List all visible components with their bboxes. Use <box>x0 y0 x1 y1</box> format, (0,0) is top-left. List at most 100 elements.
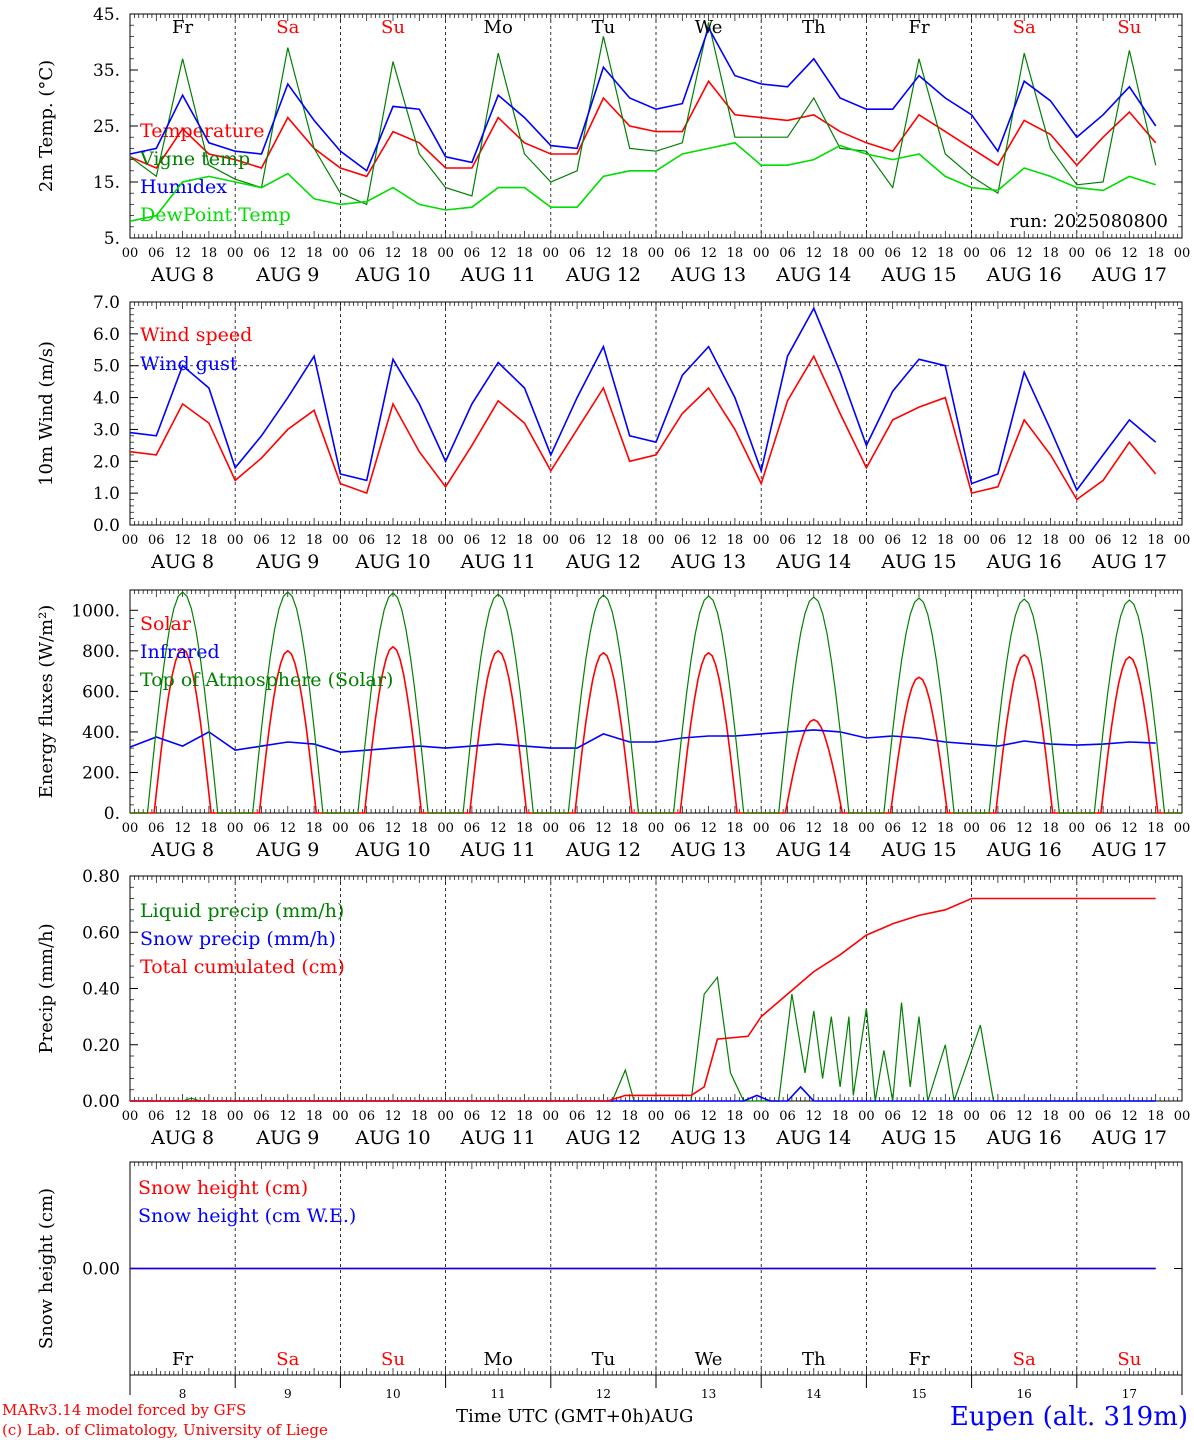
day-of-week-label: Tu <box>592 17 616 38</box>
hour-tick-label: 18 <box>727 821 744 836</box>
hour-tick-label: 18 <box>411 1109 428 1124</box>
y-axis-label: Snow height (cm) <box>36 1188 57 1349</box>
hour-tick-label: 18 <box>727 246 744 261</box>
day-of-week-label: Su <box>1117 17 1141 38</box>
hour-tick-label: 18 <box>201 821 218 836</box>
hour-tick-label: 12 <box>1016 533 1033 548</box>
hour-tick-label: 12 <box>806 821 823 836</box>
y-tick-label: 0.40 <box>82 980 120 1000</box>
date-label: AUG 9 <box>255 1127 319 1149</box>
date-label: AUG 11 <box>460 1127 536 1149</box>
hour-tick-label: 18 <box>621 1109 638 1124</box>
day-of-week-label: Su <box>1117 1349 1141 1370</box>
hour-tick-label: 18 <box>516 821 533 836</box>
day-of-week-label: Sa <box>276 17 299 38</box>
day-of-week-label: Su <box>381 17 405 38</box>
date-label: AUG 10 <box>354 839 430 861</box>
hour-tick-label: 12 <box>1121 533 1138 548</box>
date-label: AUG 16 <box>986 839 1062 861</box>
hour-tick-label: 12 <box>174 246 191 261</box>
hour-tick-label: 18 <box>832 821 849 836</box>
day-of-week-label: Mo <box>484 17 513 38</box>
hour-tick-label: 00 <box>1069 821 1086 836</box>
hour-tick-label: 00 <box>227 533 244 548</box>
hour-tick-label: 06 <box>1095 821 1112 836</box>
series-line-temperature <box>129 79 1157 178</box>
hour-tick-label: 18 <box>1147 533 1164 548</box>
hour-tick-label: 18 <box>1042 821 1059 836</box>
hour-tick-label: 12 <box>1016 821 1033 836</box>
hour-tick-label: 12 <box>700 1109 717 1124</box>
hour-tick-label: 06 <box>990 533 1007 548</box>
chart-panel-wind: 0.0 1.0 2.0 3.0 4.0 5.0 6.0 7.0 10m Wind (m/s) Wi… <box>36 293 1190 573</box>
hour-tick-label: 06 <box>464 821 481 836</box>
hour-tick-label: 00 <box>122 1109 139 1124</box>
time-axis-label: Time UTC (GMT+0h)AUG <box>456 1406 693 1427</box>
hour-tick-label: 06 <box>569 821 586 836</box>
y-tick-label: 0.60 <box>82 923 120 943</box>
y-tick-label: 0.00 <box>82 1260 120 1280</box>
hour-tick-label: 18 <box>832 533 849 548</box>
hour-tick-label: 12 <box>595 821 612 836</box>
date-label: AUG 17 <box>1091 551 1167 573</box>
legend-top-of-atmosphere-solar-: Top of Atmosphere (Solar) <box>140 669 393 691</box>
day-number-label: 17 <box>1122 1387 1137 1400</box>
hour-tick-label: 06 <box>884 1109 901 1124</box>
hour-tick-label: 06 <box>990 246 1007 261</box>
date-label: AUG 12 <box>565 839 641 861</box>
series-line-top-of-atmosphere-solar- <box>130 591 1182 814</box>
series-line-snow-precip-mm-h- <box>130 1085 1156 1102</box>
y-tick-label: 600. <box>82 682 120 702</box>
hour-tick-label: 00 <box>648 1109 665 1124</box>
hour-tick-label: 12 <box>700 246 717 261</box>
hour-tick-label: 12 <box>911 821 928 836</box>
day-of-week-label: We <box>695 17 723 38</box>
hour-tick-label: 12 <box>700 533 717 548</box>
date-label: AUG 14 <box>775 1127 851 1149</box>
hour-tick-label: 12 <box>385 246 402 261</box>
legend-wind-speed: Wind speed <box>140 324 252 346</box>
hour-tick-label: 18 <box>832 1109 849 1124</box>
hour-tick-label: 12 <box>490 1109 507 1124</box>
date-label: AUG 12 <box>565 551 641 573</box>
hour-tick-label: 00 <box>543 533 560 548</box>
y-tick-label: 5.0 <box>93 357 120 377</box>
date-label: AUG 12 <box>565 264 641 286</box>
hour-tick-label: 12 <box>595 1109 612 1124</box>
day-number-label: 9 <box>284 1387 292 1400</box>
hour-tick-label: 06 <box>358 246 375 261</box>
legend-total-cumulated-cm-: Total cumulated (cm) <box>140 956 345 978</box>
y-tick-label: 35. <box>93 61 120 81</box>
legend-snow-height-cm-w-e-: Snow height (cm W.E.) <box>138 1205 356 1227</box>
hour-tick-label: 18 <box>1042 246 1059 261</box>
legend-vigne-temp: Vigne temp <box>139 148 250 170</box>
hour-tick-label: 12 <box>280 821 297 836</box>
hour-tick-label: 06 <box>674 1109 691 1124</box>
hour-tick-label: 06 <box>1095 533 1112 548</box>
date-label: AUG 16 <box>986 1127 1062 1149</box>
hour-tick-label: 18 <box>1147 246 1164 261</box>
hour-tick-label: 12 <box>806 533 823 548</box>
date-label: AUG 10 <box>354 264 430 286</box>
date-label: AUG 16 <box>986 551 1062 573</box>
hour-tick-label: 12 <box>1016 1109 1033 1124</box>
hour-tick-label: 00 <box>122 533 139 548</box>
y-axis-label: Energy fluxes (W/m²) <box>36 605 57 799</box>
hour-tick-label: 00 <box>1069 1109 1086 1124</box>
legend-humidex: Humidex <box>140 176 227 198</box>
footer-credit: MARv3.14 model forced by GFS (c) Lab. of… <box>2 1400 328 1440</box>
hour-tick-label: 06 <box>884 821 901 836</box>
hour-tick-label: 00 <box>1174 1109 1191 1124</box>
hour-tick-label: 06 <box>1095 1109 1112 1124</box>
y-tick-label: 0.00 <box>82 1092 120 1112</box>
hour-tick-label: 18 <box>621 246 638 261</box>
hour-tick-label: 00 <box>963 246 980 261</box>
date-label: AUG 13 <box>670 264 746 286</box>
plot-frame <box>129 301 1183 526</box>
date-label: AUG 14 <box>775 551 851 573</box>
date-label: AUG 9 <box>255 264 319 286</box>
series-line-total-cumulated-cm- <box>130 897 1156 1102</box>
hour-tick-label: 06 <box>779 821 796 836</box>
hour-tick-label: 18 <box>306 1109 323 1124</box>
hour-tick-label: 00 <box>858 1109 875 1124</box>
